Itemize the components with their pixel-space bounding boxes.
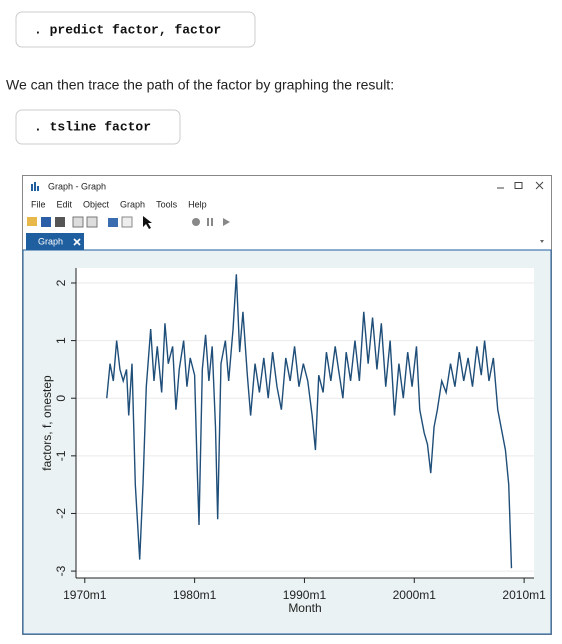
x-tick-label: 1970m1 [63, 588, 107, 602]
x-tick-label: 1980m1 [173, 588, 217, 602]
code-box [15, 11, 256, 48]
y-tick-label: -2 [54, 508, 68, 519]
app-icon [31, 182, 39, 191]
tab-bar [23, 232, 551, 250]
paragraph: We can then trace the path of the factor… [6, 77, 394, 93]
menu-item[interactable]: Tools [156, 199, 178, 209]
y-tick-label: 2 [54, 279, 68, 286]
menu-item[interactable]: File [31, 199, 46, 209]
tab-close[interactable] [73, 238, 81, 246]
y-tick-label: 0 [54, 395, 68, 402]
menu-item[interactable]: Graph [120, 199, 145, 209]
menu-item[interactable]: Edit [57, 199, 73, 209]
y-axis-title: factors, f, onestep [40, 375, 54, 471]
code: . predict factor, factor [34, 22, 221, 37]
y-tick-label: -3 [54, 565, 68, 576]
y-tick-label: -1 [54, 450, 68, 461]
series-line [106, 274, 513, 569]
x-tick-label: 2010m1 [502, 588, 546, 602]
y-tick-label: 1 [54, 337, 68, 344]
plot-area [76, 268, 534, 578]
menu-item[interactable]: Help [188, 199, 207, 209]
window-controls[interactable] [497, 181, 544, 190]
toolbar [27, 216, 230, 229]
x-axis-title: Month [288, 601, 321, 615]
x-tick-label: 1990m1 [283, 588, 327, 602]
tab[interactable] [26, 233, 84, 250]
x-tick-label: 2000m1 [393, 588, 437, 602]
code: . tsline factor [34, 119, 151, 134]
window-title: Graph - Graph [48, 181, 106, 191]
code-box [15, 109, 181, 145]
tab-label: Graph [38, 236, 63, 246]
menu-bar: File Edit Object Graph Tools Help [31, 199, 207, 209]
tab-menu[interactable] [540, 240, 544, 243]
menu-item[interactable]: Object [83, 199, 110, 209]
